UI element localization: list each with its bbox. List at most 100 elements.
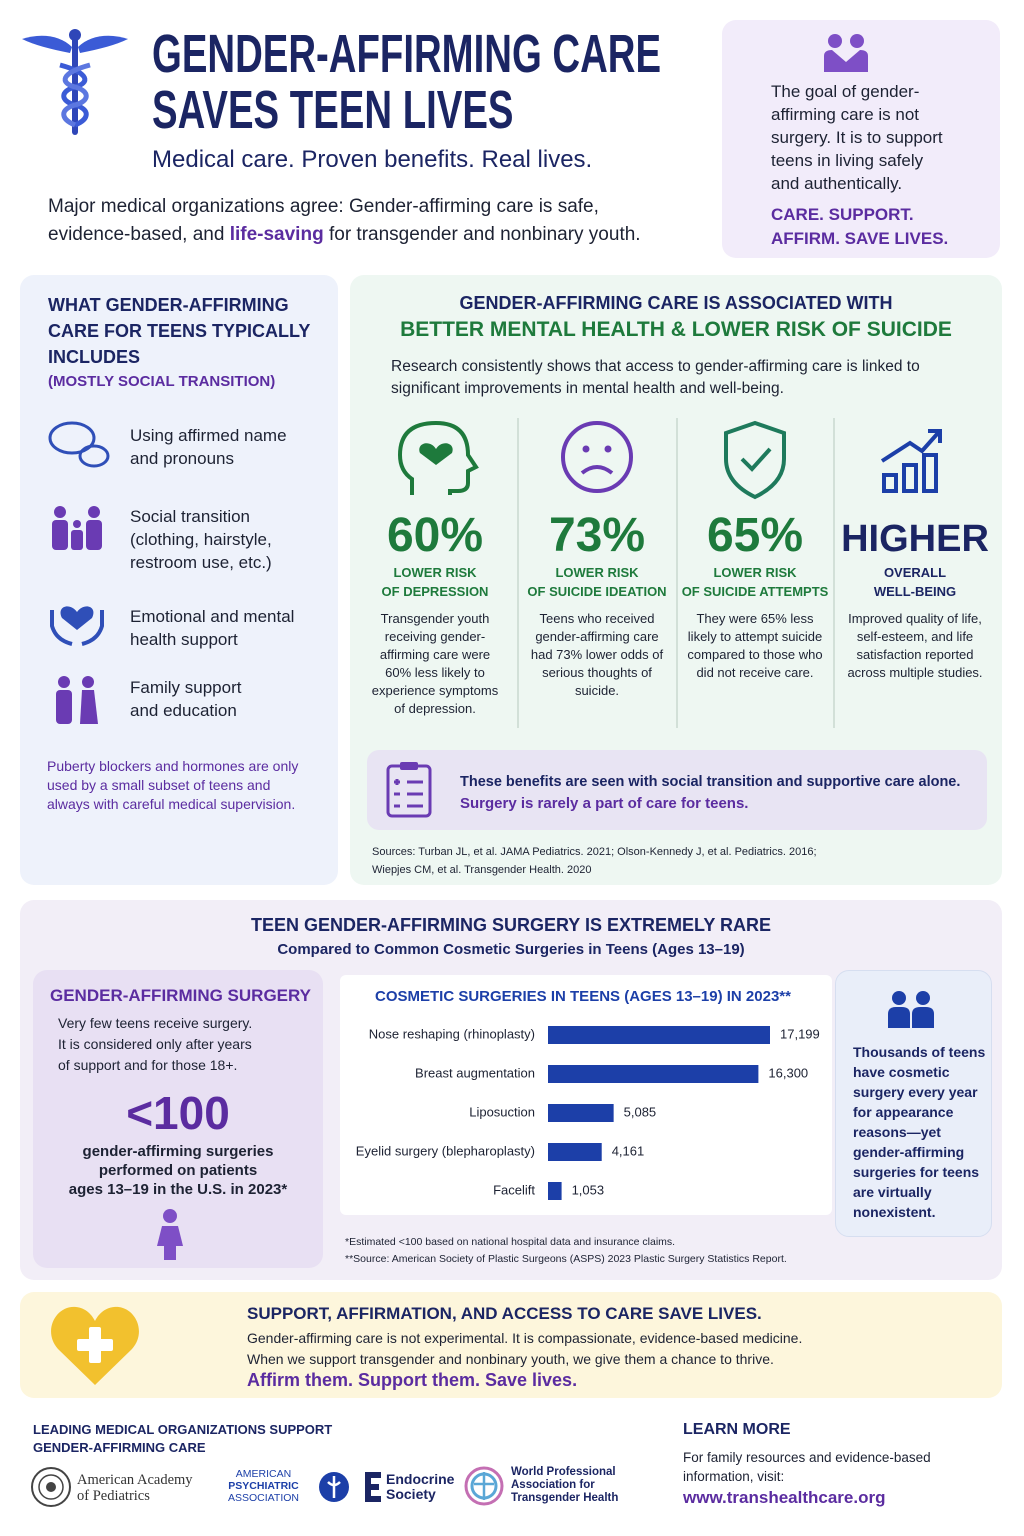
- learn-more-line: information, visit:: [683, 1469, 785, 1484]
- include-item: Emotional and mental health support: [130, 605, 294, 651]
- banner: [20, 1292, 1002, 1398]
- stat-label: LOWER RISK: [555, 565, 639, 580]
- surgery-box: [33, 970, 323, 1268]
- rare-title: TEEN GENDER-AFFIRMING SURGERY IS EXTREME…: [250, 915, 772, 935]
- chart-box: [340, 975, 832, 1215]
- org-name: World Professional Association for Transge…: [511, 1466, 618, 1505]
- support-icon: [824, 34, 868, 72]
- item-line: (clothing, hairstyle,: [130, 530, 272, 549]
- title-line: SAVES TEEN LIVES: [152, 80, 514, 140]
- intro-highlight: life-saving: [229, 224, 324, 245]
- bar: [548, 1026, 770, 1044]
- include-item: Using affirmed name and pronouns: [130, 424, 287, 470]
- title-line: GENDER-AFFIRMING CARE: [152, 24, 662, 84]
- stat-value: 73%: [548, 509, 646, 562]
- item-line: health support: [130, 630, 238, 649]
- orgs-title-line: LEADING MEDICAL ORGANIZATIONS SUPPORT: [33, 1422, 333, 1437]
- banner-line: Gender-affirming care is not experimenta…: [247, 1330, 803, 1346]
- surgery-text: Very few teens receive surgery. It is con…: [58, 1013, 252, 1076]
- note-text: Thousands of teens have cosmetic surgery…: [853, 1044, 986, 1220]
- item-line: restroom use, etc.): [130, 553, 272, 572]
- learn-more-title: LEARN MORE: [683, 1421, 791, 1438]
- includes-subtitle: (MOSTLY SOCIAL TRANSITION): [48, 373, 276, 390]
- value-label: 1,053: [572, 1182, 605, 1197]
- learn-more-link[interactable]: www.transhealthcare.org: [683, 1488, 886, 1507]
- stat-label: OVERALL: [883, 565, 947, 580]
- category-label: Facelift: [493, 1182, 535, 1197]
- caption-line: ages 13–19 in the U.S. in 2023*: [68, 1181, 288, 1198]
- slogan-line: AFFIRM. SAVE LIVES.: [771, 229, 949, 248]
- category-label: Nose reshaping (rhinoplasty): [369, 1026, 535, 1041]
- goal-text: The goal of gender-affirming care is not…: [771, 82, 943, 193]
- org-line: Endocrine: [386, 1471, 455, 1487]
- banner-line: When we support transgender and nonbinar…: [247, 1351, 774, 1367]
- item-line: Family support: [130, 678, 242, 697]
- org-line: Society: [386, 1486, 436, 1502]
- intro-text: for transgender and nonbinary youth.: [328, 224, 641, 245]
- slogan-line: CARE. SUPPORT.: [771, 205, 914, 224]
- stat-text: They were 65% less likely to attempt sui…: [687, 611, 823, 680]
- surgery-title: GENDER-AFFIRMING SURGERY: [50, 986, 311, 1005]
- stat-label: LOWER RISK: [713, 565, 797, 580]
- text-line: Very few teens receive surgery.: [58, 1015, 253, 1031]
- bar: [548, 1065, 759, 1083]
- person-icon: [157, 1209, 183, 1260]
- org-name: Endocrine Society: [386, 1472, 454, 1502]
- category-label: Eyelid surgery (blepharoplasty): [356, 1143, 535, 1158]
- text-line: It is considered only after years: [58, 1036, 252, 1052]
- goal-slogan: CARE. SUPPORT. AFFIRM. SAVE LIVES.: [771, 203, 948, 251]
- banner-text: Gender-affirming care is not experimenta…: [247, 1328, 802, 1370]
- org-line: American Academy: [77, 1472, 193, 1488]
- learn-more-line: For family resources and evidence-based: [683, 1450, 931, 1465]
- org-line: AMERICAN: [235, 1468, 292, 1480]
- outcomes-subtitle: BETTER MENTAL HEALTH & LOWER RISK OF SUI…: [400, 318, 952, 341]
- stat-text: Teens who received gender-affirming care…: [530, 611, 664, 698]
- stat-label: OF SUICIDE IDEATION: [527, 584, 667, 599]
- item-line: Using affirmed name: [130, 426, 287, 445]
- outcomes-title: GENDER-AFFIRMING CARE IS ASSOCIATED WITH: [459, 293, 893, 313]
- heart-icon: [51, 1306, 139, 1385]
- surgery-caption: gender-affirming surgeries performed on p…: [33, 1142, 323, 1199]
- item-line: and education: [130, 701, 237, 720]
- org-line: ASSOCIATION: [228, 1492, 299, 1504]
- bar: [548, 1104, 614, 1122]
- org-line: Transgender Health: [511, 1492, 619, 1504]
- include-item: Family support and education: [130, 676, 241, 722]
- orgs-title-line: GENDER-AFFIRMING CARE: [33, 1440, 206, 1455]
- aap-logo: [31, 1467, 71, 1507]
- stat-label: WELL-BEING: [873, 584, 957, 599]
- category-label: Breast augmentation: [415, 1065, 535, 1080]
- item-line: Emotional and mental: [130, 607, 295, 626]
- caption-line: gender-affirming surgeries: [82, 1143, 274, 1160]
- org-name: AMERICAN PSYCHIATRIC ASSOCIATION: [228, 1468, 299, 1504]
- footnote: **Source: American Society of Plastic Su…: [345, 1253, 787, 1265]
- bar-chart: COSMETIC SURGERIES IN TEENS (AGES 13–19)…: [356, 988, 820, 1200]
- org-line: PSYCHIATRIC: [228, 1480, 299, 1492]
- category-label: Liposuction: [469, 1104, 535, 1119]
- org-name: American Academy of Pediatrics: [77, 1472, 193, 1504]
- wpath-logo: [464, 1466, 504, 1506]
- value-label: 16,300: [768, 1065, 808, 1080]
- stat-label: LOWER RISK: [393, 565, 477, 580]
- intro-text: Major medical organizations agree: Gende…: [48, 196, 599, 245]
- banner-slogan: Affirm them. Support them. Save lives.: [247, 1370, 578, 1390]
- caduceus-icon: [22, 29, 128, 135]
- org-line: Association for: [511, 1479, 595, 1491]
- rare-subtitle: Compared to Common Cosmetic Surgeries in…: [277, 941, 745, 958]
- value-label: 5,085: [624, 1104, 657, 1119]
- callout-highlight: Surgery is rarely a part of care for tee…: [460, 795, 749, 812]
- org-line: World Professional: [511, 1466, 616, 1478]
- includes-icons: [48, 421, 110, 724]
- text-line: of support and for those 18+.: [58, 1057, 238, 1073]
- callout-text: These benefits are seen with social tran…: [460, 774, 961, 790]
- surgery-count: <100: [126, 1087, 230, 1139]
- sources: Sources: Turban JL, et al. JAMA Pediatri…: [372, 843, 817, 879]
- source-line: Sources: Turban JL, et al. JAMA Pediatri…: [372, 846, 817, 858]
- includes-note: Puberty blockers and hormones are only u…: [47, 758, 299, 812]
- stat-label: OF DEPRESSION: [381, 584, 489, 599]
- includes-title: WHAT GENDER-AFFIRMING CARE FOR TEENS TYP…: [48, 295, 311, 367]
- learn-more-text: For family resources and evidence-based i…: [683, 1448, 931, 1486]
- stat-text: Transgender youth receiving gender-affir…: [371, 611, 499, 716]
